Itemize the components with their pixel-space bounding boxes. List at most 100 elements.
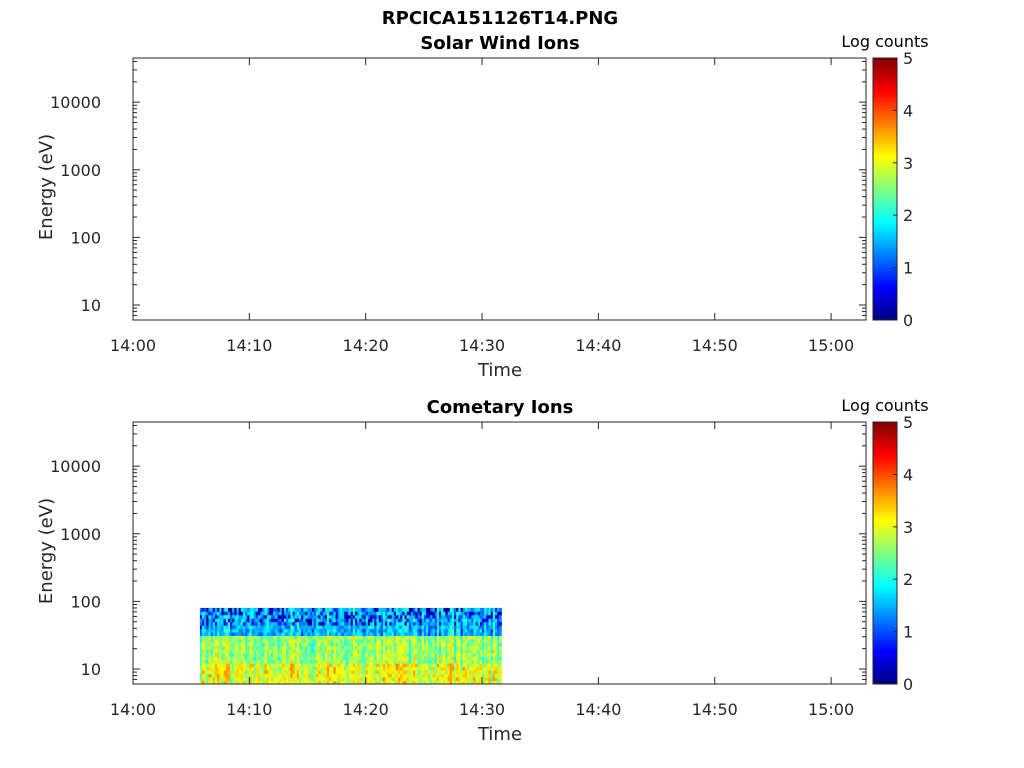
spectrogram-cell <box>266 621 270 626</box>
spectrogram-cell <box>456 642 459 647</box>
spectrogram-cell <box>458 632 461 636</box>
spectrogram-cell <box>430 677 433 681</box>
spectrogram-cell <box>320 649 324 654</box>
spectrogram-cell <box>322 670 326 675</box>
colorbar-step <box>873 275 897 279</box>
spectrogram-cell <box>247 652 250 657</box>
spectrogram-cell <box>326 677 330 681</box>
spectrogram-cell <box>344 621 347 626</box>
y-tick-label: 10 <box>81 660 101 679</box>
spectrogram-cell <box>408 621 412 626</box>
spectrogram-cell <box>298 670 302 675</box>
spectrogram-cell <box>451 632 455 636</box>
spectrogram-cell <box>475 673 479 678</box>
spectrogram-cell <box>456 666 459 671</box>
spectrogram-cell <box>314 614 317 619</box>
colorbar-step <box>873 621 897 625</box>
spectrogram-cell <box>206 642 209 647</box>
spectrogram-cell <box>497 614 500 619</box>
spectrogram-cell <box>460 628 464 633</box>
spectrogram-cell <box>361 670 364 675</box>
spectrogram-cell <box>426 639 429 643</box>
spectrogram-cell <box>333 670 336 675</box>
spectrogram-cell <box>408 670 412 675</box>
spectrogram-cell <box>281 628 285 633</box>
spectrogram-cell <box>393 614 397 619</box>
spectrogram-cell <box>400 611 403 616</box>
spectrogram-cell <box>421 639 425 643</box>
spectrogram-cell <box>456 645 459 650</box>
spectrogram-cell <box>466 611 470 616</box>
colorbar-step <box>873 280 897 284</box>
spectrogram-cell <box>402 645 405 650</box>
spectrogram-cell <box>372 649 375 654</box>
spectrogram-cell <box>484 639 487 643</box>
spectrogram-cell <box>329 680 332 685</box>
spectrogram-cell <box>430 639 433 643</box>
spectrogram-cell <box>199 652 203 657</box>
spectrogram-cell <box>303 670 306 675</box>
spectrogram-cell <box>361 680 364 685</box>
spectrogram-cell <box>402 656 405 661</box>
spectrogram-cell <box>473 659 476 664</box>
spectrogram-cell <box>499 611 502 616</box>
spectrogram-cell <box>249 673 252 678</box>
x-tick-label: 14:50 <box>692 336 738 355</box>
spectrogram-cell <box>283 621 287 626</box>
colorbar-step <box>873 597 897 601</box>
spectrogram-cell <box>225 652 229 657</box>
spectrogram-cell <box>344 639 347 643</box>
spectrogram-cell <box>385 666 388 671</box>
colorbar-step <box>873 490 897 494</box>
spectrogram-cell <box>333 614 336 619</box>
spectrogram-cell <box>469 645 472 650</box>
spectrogram-cell <box>314 618 317 623</box>
spectrogram-cell <box>445 625 448 630</box>
spectrogram-cell <box>423 656 427 661</box>
spectrogram-cell <box>238 621 242 626</box>
spectrogram-cell <box>208 607 212 612</box>
spectrogram-cell <box>339 628 343 633</box>
spectrogram-cell <box>385 680 388 685</box>
spectrogram-cell <box>447 628 451 633</box>
spectrogram-cell <box>307 632 311 636</box>
spectrogram-cell <box>376 614 380 619</box>
spectrogram-cell <box>234 670 237 675</box>
spectrogram-cell <box>372 659 375 664</box>
spectrogram-cell <box>436 625 440 630</box>
spectrogram-cell <box>378 659 382 664</box>
spectrogram-cell <box>281 677 285 681</box>
spectrogram-cell <box>255 666 259 671</box>
spectrogram-cell <box>217 639 220 643</box>
spectrogram-cell <box>497 611 500 616</box>
spectrogram-cell <box>208 632 212 636</box>
spectrogram-cell <box>214 621 218 626</box>
colorbar-step <box>873 181 897 185</box>
spectrogram-cell <box>240 607 244 612</box>
spectrogram-cell <box>234 652 237 657</box>
spectrogram-cell <box>333 656 336 661</box>
spectrogram-cell <box>337 642 341 647</box>
spectrogram-cell <box>436 656 440 661</box>
spectrogram-cell <box>279 639 283 643</box>
spectrogram-cell <box>221 642 224 647</box>
spectrogram-cell <box>249 656 252 661</box>
colorbar-step <box>873 642 897 646</box>
spectrogram-cell <box>199 628 203 633</box>
spectrogram-cell <box>292 628 296 633</box>
colorbar-step <box>873 628 897 633</box>
colorbar-step <box>873 147 897 151</box>
spectrogram-cell <box>376 639 380 643</box>
colorbar-step <box>873 157 897 161</box>
spectrogram-cell <box>260 659 263 664</box>
colorbar-step <box>873 644 897 648</box>
colorbar-step <box>873 613 897 617</box>
spectrogram-cell <box>262 677 265 681</box>
spectrogram-cell <box>232 611 235 616</box>
spectrogram-cell <box>281 666 285 671</box>
spectrogram-cell <box>270 652 274 657</box>
spectrogram-cell <box>253 680 257 685</box>
spectrogram-cell <box>268 649 272 654</box>
spectrogram-cell <box>210 673 214 678</box>
spectrogram-cell <box>292 639 296 643</box>
